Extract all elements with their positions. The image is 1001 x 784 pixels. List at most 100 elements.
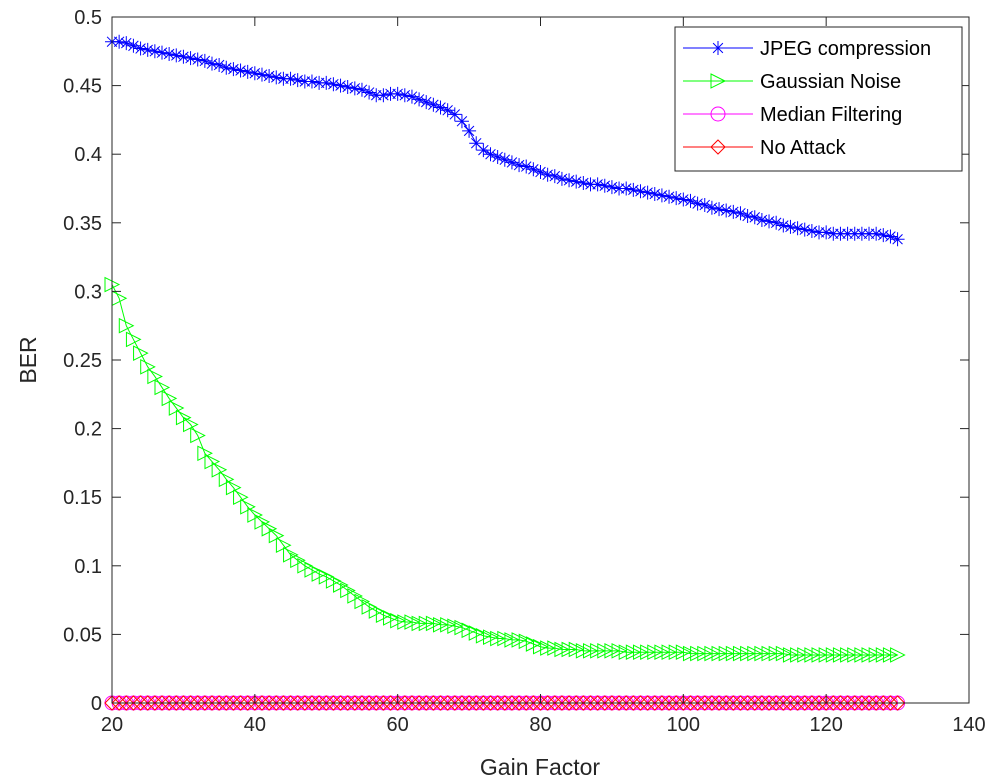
y-tick-label: 0.25 (63, 350, 102, 372)
y-axis-label: BER (15, 336, 41, 383)
axis-ticks: 20 40 60 80 100 120 140 0 0.05 0.1 0.15 0.2 0.25 0.3 0… (63, 7, 986, 736)
data-point-jpeg-compression (247, 66, 262, 81)
x-tick-label: 20 (101, 714, 123, 736)
data-point-no-attack (439, 695, 456, 711)
data-point-jpeg-compression (176, 49, 191, 64)
data-point-jpeg-compression (326, 77, 341, 92)
data-point-no-attack (854, 695, 870, 711)
data-point-no-attack (597, 695, 613, 711)
data-point-no-attack (368, 695, 384, 711)
data-point-jpeg-compression (462, 123, 477, 138)
data-point-jpeg-compression (347, 81, 362, 96)
data-point-no-attack (325, 695, 342, 711)
data-point-jpeg-compression (354, 82, 369, 97)
data-point-jpeg-compression (847, 226, 862, 241)
data-point-no-attack (154, 695, 170, 711)
data-point-no-attack (282, 695, 299, 711)
data-point-jpeg-compression (883, 229, 898, 244)
data-point-jpeg-compression (833, 226, 848, 241)
data-point-no-attack (518, 695, 534, 711)
data-point-no-attack (432, 695, 449, 711)
data-point-no-attack (832, 695, 849, 711)
data-point-no-attack (347, 695, 363, 711)
data-point-jpeg-compression (769, 215, 784, 230)
data-point-no-attack (775, 695, 792, 711)
data-point-jpeg-compression (812, 225, 827, 240)
data-point-jpeg-compression (319, 75, 334, 90)
data-point-no-attack (661, 695, 677, 711)
y-tick-label: 0.45 (63, 76, 102, 98)
data-point-no-attack (804, 695, 820, 711)
data-point-jpeg-compression (747, 210, 762, 225)
data-point-no-attack (218, 695, 234, 711)
data-point-no-attack (354, 695, 370, 711)
x-axis-label: Gain Factor (480, 754, 600, 780)
data-point-jpeg-compression (554, 171, 569, 186)
data-point-no-attack (140, 695, 156, 711)
data-point-no-attack (632, 695, 649, 711)
data-point-jpeg-compression (433, 100, 448, 115)
data-point-no-attack (525, 695, 542, 711)
data-point-no-attack (797, 695, 813, 711)
data-point-no-attack (389, 695, 406, 711)
y-tick-label: 0.4 (74, 144, 102, 166)
series-gaussian-noise (104, 276, 906, 663)
legend-marker-gaussian-noise (710, 73, 727, 89)
data-point-gaussian-noise (890, 647, 906, 663)
data-point-jpeg-compression (183, 51, 198, 66)
data-point-no-attack (175, 695, 192, 711)
data-point-jpeg-compression (783, 219, 798, 234)
data-point-no-attack (539, 695, 556, 711)
data-point-no-attack (754, 695, 770, 711)
data-point-jpeg-compression (304, 74, 319, 89)
data-point-jpeg-compression (404, 89, 419, 104)
data-point-no-attack (675, 695, 692, 711)
y-tick-label: 0.15 (63, 487, 102, 509)
data-point-no-attack (197, 695, 213, 711)
x-tick-label: 80 (529, 714, 551, 736)
data-point-no-attack (211, 695, 227, 711)
data-point-no-attack (554, 695, 570, 711)
data-point-jpeg-compression (333, 78, 348, 93)
data-point-jpeg-compression (219, 60, 234, 75)
data-point-no-attack (161, 695, 177, 711)
data-point-no-attack (739, 695, 756, 711)
data-point-no-attack (361, 695, 377, 711)
data-point-no-attack (261, 695, 277, 711)
data-point-no-attack (732, 695, 749, 711)
data-point-jpeg-compression (776, 218, 791, 233)
data-point-no-attack (547, 695, 563, 711)
data-point-jpeg-compression (819, 225, 834, 240)
data-point-no-attack (182, 695, 199, 711)
data-point-no-attack (839, 695, 856, 711)
data-point-gaussian-noise (133, 345, 149, 361)
data-point-no-attack (297, 695, 313, 711)
data-point-no-attack (232, 695, 249, 711)
data-point-no-attack (147, 695, 163, 711)
data-point-no-attack (689, 695, 706, 711)
data-point-jpeg-compression (726, 204, 741, 219)
data-point-jpeg-compression (290, 73, 305, 88)
data-point-jpeg-compression (890, 232, 905, 247)
data-point-jpeg-compression (876, 228, 891, 243)
data-point-no-attack (639, 695, 656, 711)
y-tick-label: 0.1 (74, 556, 102, 578)
data-point-jpeg-compression (662, 189, 677, 204)
data-point-no-attack (168, 695, 184, 711)
data-point-no-attack (418, 695, 434, 711)
data-point-jpeg-compression (447, 107, 462, 122)
data-point-no-attack (104, 695, 120, 711)
legend-label: No Attack (760, 137, 847, 159)
data-point-jpeg-compression (190, 52, 205, 67)
data-point-no-attack (304, 695, 320, 711)
series-jpeg-compression (105, 34, 905, 247)
legend-label: Gaussian Noise (760, 71, 901, 93)
data-point-no-attack (275, 695, 292, 711)
data-point-no-attack (882, 695, 899, 711)
data-point-jpeg-compression (526, 162, 541, 177)
data-point-jpeg-compression (719, 203, 734, 218)
legend-marker-no-attack (710, 139, 726, 155)
data-point-no-attack (225, 695, 242, 711)
data-point-jpeg-compression (383, 86, 398, 101)
data-point-no-attack (811, 695, 827, 711)
